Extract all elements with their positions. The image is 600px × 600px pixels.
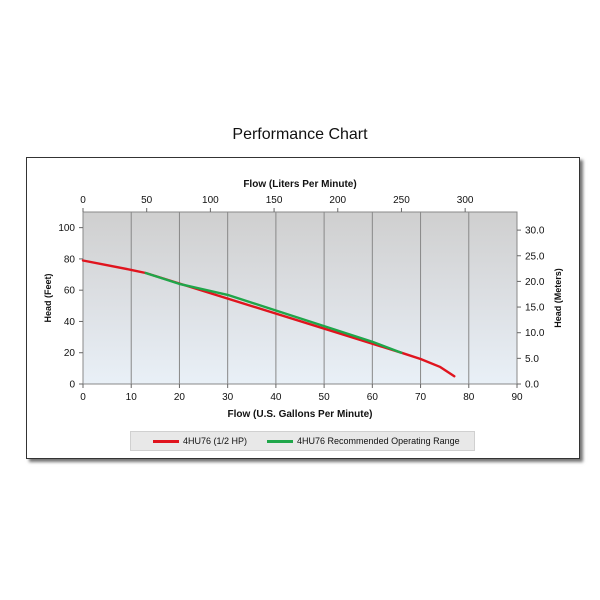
y2-tick-label: 0.0: [525, 380, 539, 391]
legend-item-operating-range: 4HU76 Recommended Operating Range: [267, 436, 460, 446]
x-tick-label: 50: [319, 392, 331, 403]
series-lines: [81, 259, 456, 378]
y-tick-label: 40: [64, 317, 76, 328]
axes: [79, 208, 521, 388]
x-tick-label: 10: [126, 392, 138, 403]
chart-frame: 0 10 20 30 40 50 60 70 80 90 0 50 100 150 200 250 300 0 20…: [26, 157, 580, 459]
x-tick-label: 80: [463, 392, 475, 403]
legend-item-4hu76: 4HU76 (1/2 HP): [153, 436, 247, 446]
x2-tick-label: 100: [202, 195, 219, 206]
y2-tick-label: 15.0: [525, 303, 545, 314]
x-tick-label: 30: [222, 392, 234, 403]
y-tick-label: 80: [64, 254, 76, 265]
y-tick-label: 0: [69, 380, 75, 391]
x2-tick-label: 50: [141, 195, 153, 206]
x2-tick-label: 250: [393, 195, 410, 206]
y-tick-label: 20: [64, 348, 76, 359]
y2-tick-label: 5.0: [525, 354, 539, 365]
x-tick-label: 20: [174, 392, 186, 403]
legend-label: 4HU76 Recommended Operating Range: [297, 436, 460, 446]
y2-tick-label: 10.0: [525, 328, 545, 339]
x-tick-label: 60: [367, 392, 379, 403]
page-title: Performance Chart: [232, 126, 368, 143]
x2-tick-label: 0: [80, 195, 86, 206]
y2-tick-label: 25.0: [525, 251, 545, 262]
legend-swatch-red: [153, 439, 179, 443]
x-axis-title: Flow (U.S. Gallons Per Minute): [227, 409, 372, 420]
x-tick-label: 70: [415, 392, 427, 403]
y-tick-label: 60: [64, 286, 76, 297]
y2-tick-label: 20.0: [525, 277, 545, 288]
plot-border: [82, 211, 518, 385]
y-tick-label: 100: [58, 223, 75, 234]
x-tick-label: 90: [511, 392, 523, 403]
performance-chart: 0 10 20 30 40 50 60 70 80 90 0 50 100 150 200 250 300 0 20…: [43, 179, 563, 420]
x2-tick-label: 200: [329, 195, 346, 206]
x2-axis-title: Flow (Liters Per Minute): [243, 179, 356, 190]
x2-tick-label: 300: [457, 195, 474, 206]
chart-legend: 4HU76 (1/2 HP) 4HU76 Recommended Operati…: [130, 431, 475, 451]
x-tick-label: 40: [270, 392, 282, 403]
y2-tick-label: 30.0: [525, 226, 545, 237]
plot-area: [83, 212, 517, 384]
series-line-4hu76: [81, 259, 456, 378]
series-line-operating-range: [144, 271, 403, 354]
y-axis-title: Head (Feet): [43, 273, 53, 322]
tick-labels: 0 10 20 30 40 50 60 70 80 90 0 50 100 150 200 250 300 0 20…: [58, 195, 545, 403]
x2-tick-label: 150: [266, 195, 283, 206]
x-tick-label: 0: [80, 392, 86, 403]
legend-swatch-green: [267, 439, 294, 443]
y2-axis-title: Head (Meters): [553, 268, 563, 328]
legend-label: 4HU76 (1/2 HP): [183, 436, 248, 446]
